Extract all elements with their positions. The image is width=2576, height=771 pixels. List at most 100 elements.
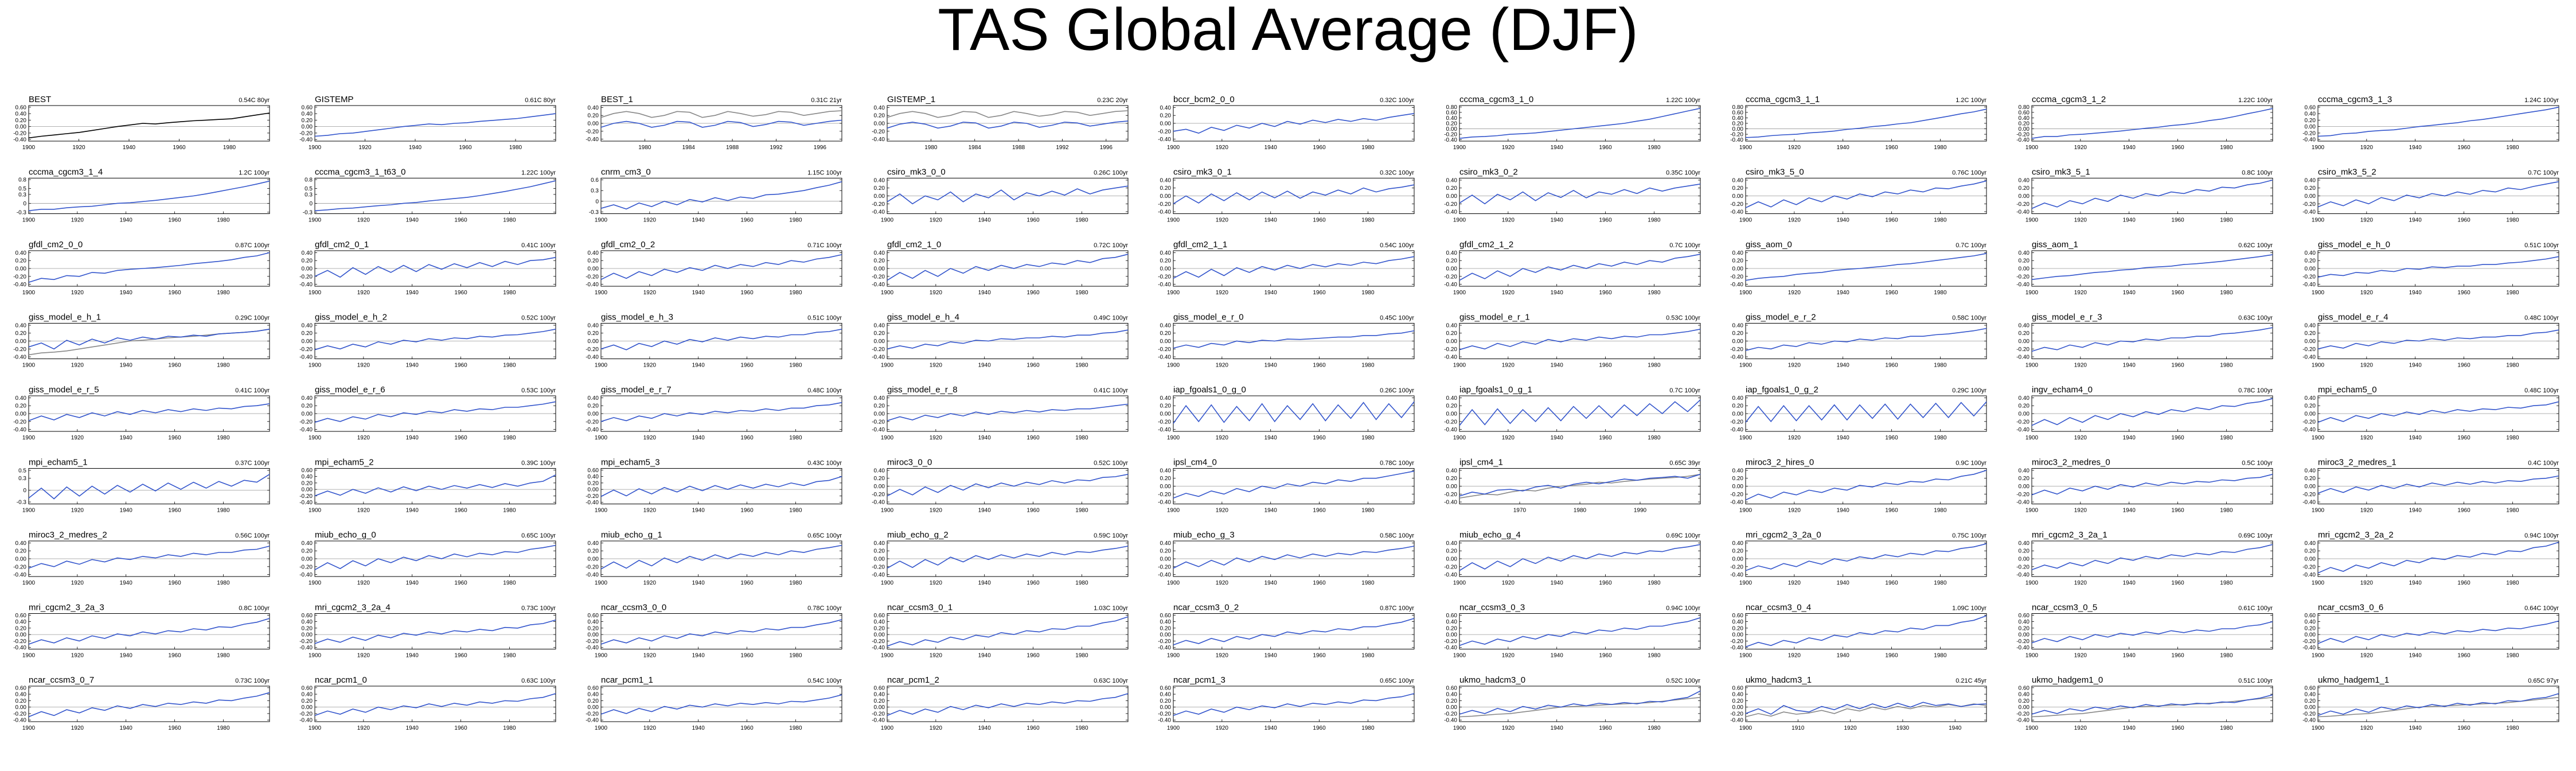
y-tick-label: -0.20 (1158, 128, 1171, 135)
panel-title: iap_fgoals1_0_g_2 (1746, 385, 1818, 395)
x-tick-label: 1980 (2506, 363, 2519, 369)
y-tick-label: 0.20 (2019, 625, 2030, 632)
y-tick-label: 0.40 (1732, 115, 1744, 122)
x-tick-label: 1980 (2220, 145, 2233, 151)
y-tick-label: -0.20 (13, 564, 26, 570)
x-tick-label: 1920 (2074, 217, 2087, 224)
y-tick-label: 0.20 (302, 258, 313, 264)
y-tick-label: 0.40 (1160, 468, 1172, 474)
panel-miroc3_2_medres_2: miroc3_2_medres_2 0.56C 100yr 0.400.200.00… (13, 530, 270, 586)
series-line-0 (28, 474, 270, 500)
x-tick-label: 1920 (1216, 363, 1229, 369)
panel-ukmo_hadcm3_0: ukmo_hadcm3_0 0.52C 100yr 0.600.400.200.00… (1444, 675, 1701, 731)
y-tick-label: 0.00 (302, 124, 313, 130)
y-tick-label: 0.00 (874, 411, 885, 418)
panel-title: giss_model_e_h_3 (601, 313, 673, 322)
x-tick-label: 1940 (2409, 580, 2422, 586)
y-tick-label: 0.00 (302, 487, 313, 493)
x-tick-label: 1980 (509, 145, 522, 151)
x-tick-label: 1940 (2123, 145, 2136, 151)
panel-title: cccma_cgcm3_1_t63_0 (315, 168, 405, 177)
x-tick-label: 1960 (1027, 290, 1040, 296)
x-tick-label: 1920 (2074, 435, 2087, 441)
x-tick-label: 1980 (2220, 508, 2233, 514)
y-tick-label: 0.40 (302, 250, 313, 256)
y-tick-label: -0.40 (586, 645, 599, 651)
panel-trend: 0.51C 100yr (807, 315, 842, 322)
x-tick-label: 1980 (1934, 363, 1947, 369)
panel-trend: 1.2C 100yr (239, 170, 270, 177)
x-tick-label: 1900 (881, 435, 894, 441)
series-line-0 (1745, 180, 1987, 208)
x-tick-label: 1920 (2074, 145, 2087, 151)
x-tick-label: 1940 (692, 725, 705, 731)
x-tick-label: 1960 (454, 725, 467, 731)
x-tick-label: 1920 (71, 363, 84, 369)
y-tick-label: -0.40 (2016, 645, 2029, 651)
panel-iap_fgoals1_0_g_0: iap_fgoals1_0_g_0 0.26C 100yr 0.400.200.00… (1158, 385, 1415, 441)
y-tick-label: 0.40 (302, 111, 313, 118)
series-line-0 (1745, 401, 1987, 423)
series-line-0 (2031, 474, 2273, 496)
y-tick-label: 0.40 (874, 692, 885, 698)
panel-title: ncar_pcm1_2 (887, 675, 939, 685)
panel-miroc3_0_0: miroc3_0_0 0.52C 100yr 0.40 0.20 0.00 -0.20 -0… (872, 458, 1129, 514)
y-tick-label: 0.20 (588, 480, 599, 486)
x-tick-label: 1940 (692, 290, 705, 296)
panel-trend: 0.56C 100yr (235, 532, 270, 539)
x-tick-label: 1992 (1056, 145, 1069, 151)
x-tick-label: 1980 (217, 653, 230, 659)
x-tick-label: 1900 (1739, 580, 1753, 586)
y-tick-label: 0.40 (1160, 619, 1172, 625)
panel-frame (2317, 686, 2559, 722)
x-tick-label: 1940 (1551, 363, 1564, 369)
panel-trend: 0.23C 20yr (1097, 97, 1128, 104)
panel-title: miroc3_2_hires_0 (1746, 458, 1814, 468)
y-tick-label: -0.40 (299, 355, 313, 361)
series-line-0 (887, 110, 1129, 118)
x-tick-label: 1900 (309, 435, 322, 441)
panel-trend: 0.37C 100yr (235, 460, 270, 467)
x-tick-label: 1960 (2171, 508, 2184, 514)
y-tick-label: 0.40 (2019, 177, 2030, 184)
x-tick-label: 1960 (1599, 435, 1612, 441)
x-tick-label: 1980 (1648, 217, 1661, 224)
y-tick-label: -0.20 (1158, 564, 1171, 570)
x-tick-label: 1900 (2312, 653, 2325, 659)
panel-trend: 1.24C 100yr (2524, 97, 2559, 104)
x-tick-label: 1960 (2457, 725, 2470, 731)
x-tick-label: 1980 (638, 145, 651, 151)
y-tick-label: -0.40 (1730, 427, 1743, 433)
x-tick-label: 1960 (1027, 725, 1040, 731)
y-tick-label: 0.60 (1446, 613, 1458, 619)
series-line-0 (1745, 328, 1987, 351)
y-tick-label: 0.40 (15, 395, 27, 402)
y-tick-label: -0.20 (1444, 638, 1457, 645)
panel-title: giss_aom_1 (2032, 240, 2078, 250)
x-tick-label: 1900 (1453, 290, 1466, 296)
panel-title: ukmo_hadcm3_0 (1459, 675, 1525, 685)
series-line-1 (600, 119, 842, 128)
y-tick-label: 0.00 (1446, 632, 1458, 638)
x-tick-label: 1920 (2074, 290, 2087, 296)
y-tick-label: 0.60 (1160, 613, 1172, 619)
panel-trend: 0.8C 100yr (2242, 170, 2273, 177)
x-tick-label: 1900 (1453, 145, 1466, 151)
panel-title: miub_echo_g_2 (887, 530, 949, 540)
panel-title: giss_model_e_h_0 (2318, 240, 2390, 250)
x-tick-label: 1960 (1027, 435, 1040, 441)
panel-ncar_ccsm3_0_7: ncar_ccsm3_0_7 0.73C 100yr 0.600.400.200.0… (13, 675, 270, 731)
panel-ncar_pcm1_3: ncar_pcm1_3 0.65C 100yr0.600.400.200.00-0… (1158, 675, 1415, 731)
x-tick-label: 1940 (692, 435, 705, 441)
x-tick-label: 1940 (123, 145, 136, 151)
x-tick-label: 1940 (1264, 217, 1278, 224)
panel-trend: 0.26C 100yr (1094, 170, 1128, 177)
y-tick-label: -0.20 (586, 128, 599, 135)
panel-ncar_pcm1_1: ncar_pcm1_1 0.54C 100yr0.600.400.200.00-0… (586, 675, 842, 731)
y-tick-label: 0.20 (2019, 258, 2030, 264)
x-tick-label: 1960 (2457, 145, 2470, 151)
x-tick-label: 1980 (789, 508, 802, 514)
y-tick-label: 0.20 (2019, 698, 2030, 704)
panel-giss_model_e_h_4: giss_model_e_h_4 0.49C 100yr0.400.200.00-… (872, 313, 1129, 369)
panel-title: mri_cgcm2_3_2a_1 (2032, 530, 2107, 540)
